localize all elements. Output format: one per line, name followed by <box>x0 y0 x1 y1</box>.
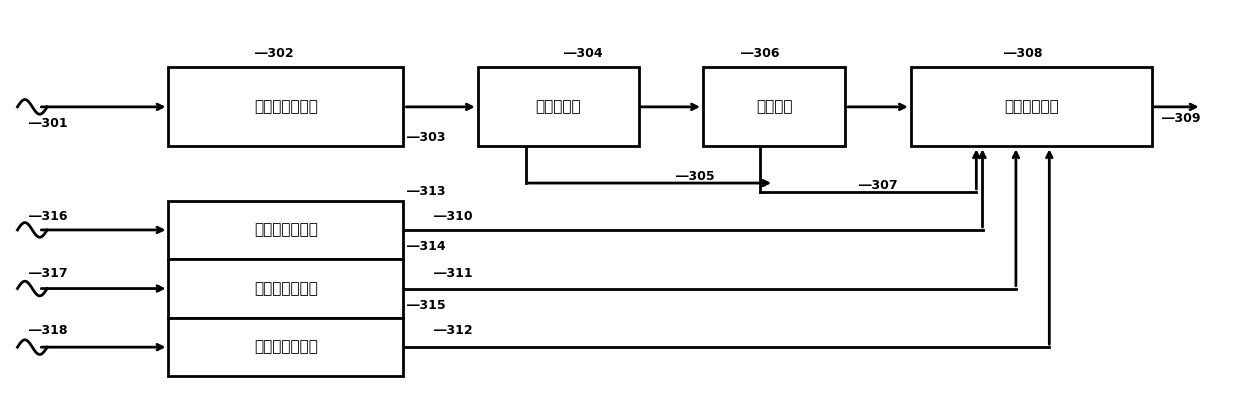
Text: 系统噪声过滤器: 系统噪声过滤器 <box>254 281 317 296</box>
FancyBboxPatch shape <box>169 67 403 147</box>
Text: 系统噪声过滤器: 系统噪声过滤器 <box>254 223 317 237</box>
Text: ―316: ―316 <box>29 210 67 223</box>
Text: ―304: ―304 <box>564 47 603 60</box>
FancyBboxPatch shape <box>169 318 403 376</box>
Text: 数据分量选择: 数据分量选择 <box>1004 100 1059 114</box>
Text: 系统噪声过滤器: 系统噪声过滤器 <box>254 339 317 355</box>
Text: ―305: ―305 <box>676 170 714 183</box>
FancyBboxPatch shape <box>910 67 1152 147</box>
Text: ―312: ―312 <box>434 324 472 337</box>
Text: ―307: ―307 <box>859 179 898 192</box>
Text: 系统噪声过滤器: 系统噪声过滤器 <box>254 100 317 114</box>
Text: ―315: ―315 <box>407 299 446 312</box>
Text: ―308: ―308 <box>1003 47 1042 60</box>
Text: 组合计算: 组合计算 <box>756 100 792 114</box>
FancyBboxPatch shape <box>477 67 639 147</box>
FancyBboxPatch shape <box>169 201 403 259</box>
FancyBboxPatch shape <box>703 67 846 147</box>
Text: 多尺度分析: 多尺度分析 <box>536 100 582 114</box>
Text: ―310: ―310 <box>434 210 472 223</box>
Text: ―303: ―303 <box>407 131 445 144</box>
Text: ―318: ―318 <box>29 324 67 337</box>
Text: ―311: ―311 <box>434 267 472 280</box>
Text: ―302: ―302 <box>255 47 294 60</box>
Text: ―314: ―314 <box>407 240 446 254</box>
Text: ―306: ―306 <box>742 47 780 60</box>
FancyBboxPatch shape <box>169 259 403 318</box>
Text: ―309: ―309 <box>1162 112 1200 125</box>
Text: ―317: ―317 <box>29 267 67 280</box>
Text: ―313: ―313 <box>407 185 445 198</box>
Text: ―301: ―301 <box>29 117 67 131</box>
